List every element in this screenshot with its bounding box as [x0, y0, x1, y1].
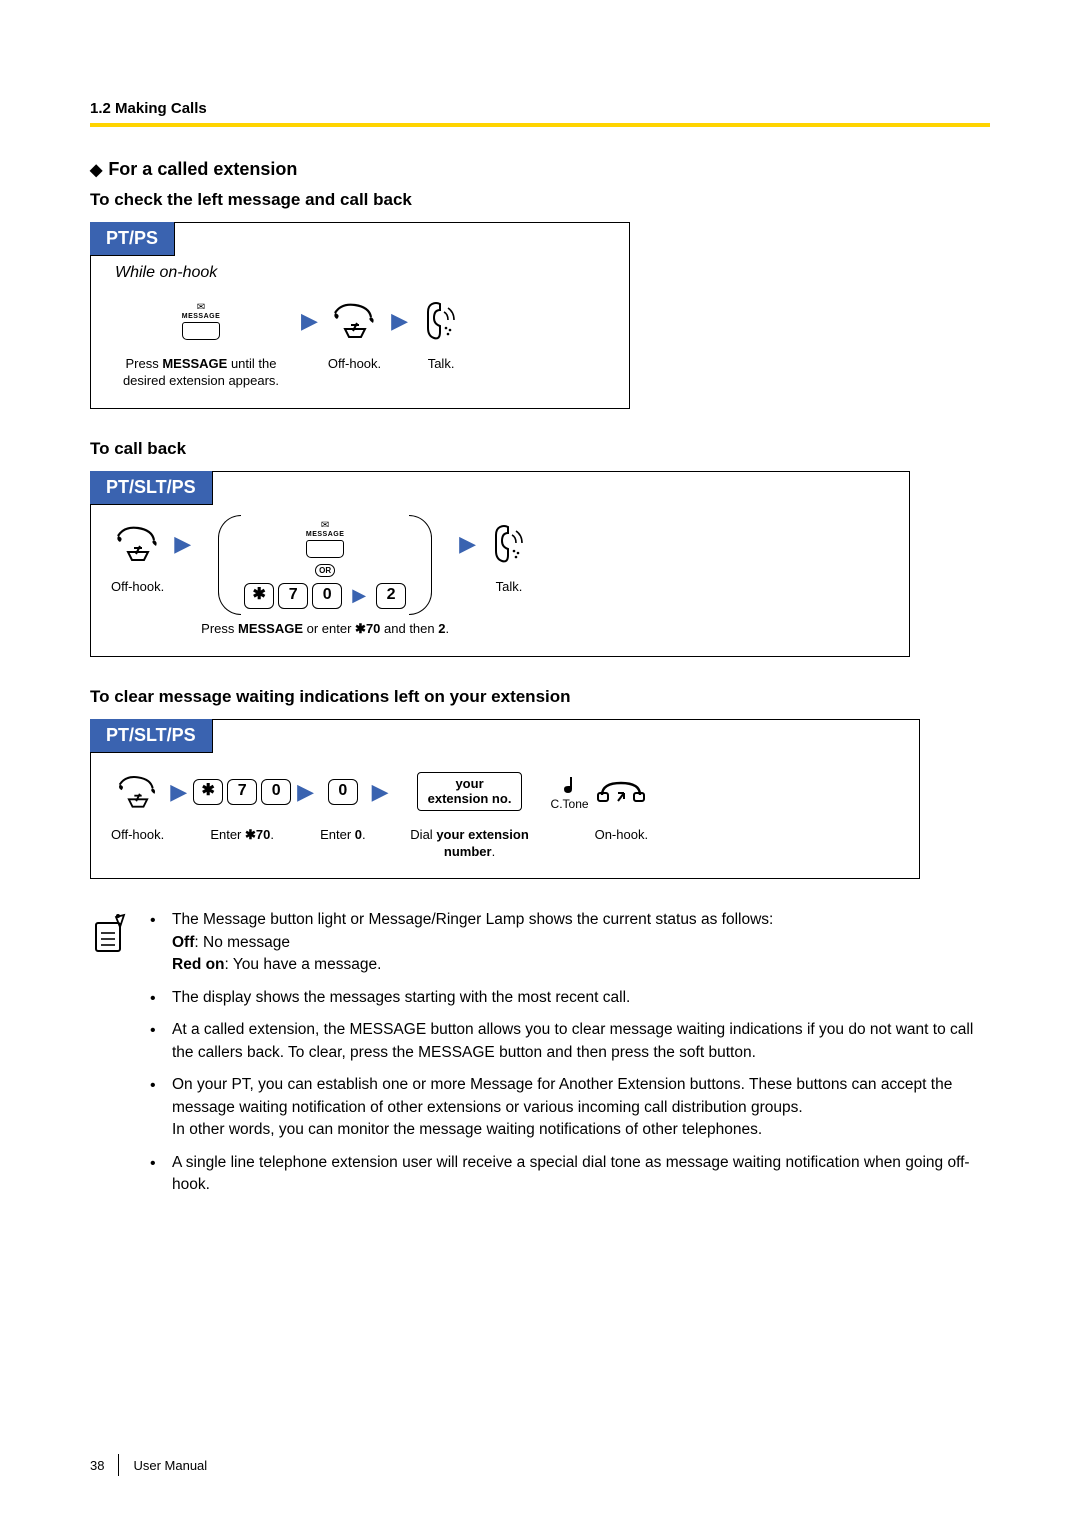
arrow-icon: ▶	[297, 763, 314, 821]
step2-label: Off-hook.	[328, 356, 381, 373]
talk-icon	[486, 521, 532, 567]
note-2: The display shows the messages starting …	[150, 987, 990, 1009]
footer-divider	[118, 1454, 119, 1476]
key-0: 0	[261, 779, 291, 805]
key-star: ✱	[244, 583, 274, 609]
step1-label: Off-hook.	[111, 579, 164, 596]
note-1: The Message button light or Message/Ring…	[150, 909, 990, 976]
key-0: 0	[328, 779, 358, 805]
option-group: ✉ MESSAGE OR ✱ 7 0 ▶ 2	[218, 515, 432, 615]
step1-label: Off-hook.	[111, 827, 164, 844]
key-2: 2	[376, 583, 406, 609]
extension-box: your extension no.	[417, 772, 523, 811]
section-title: ◆ For a called extension	[90, 159, 990, 180]
step2-label: Enter ✱70.	[210, 827, 274, 844]
procedure-1: PT/PS While on-hook ✉ MESSAGE Press MESS…	[90, 222, 630, 409]
key-7: 7	[227, 779, 257, 805]
step3-label: Talk.	[496, 579, 523, 596]
arrow-icon: ▶	[459, 515, 476, 573]
message-button-icon: ✉ MESSAGE	[306, 521, 345, 558]
step3-label: Talk.	[428, 356, 455, 373]
offhook-icon	[116, 773, 160, 811]
ctone-icon: C.Tone	[551, 773, 589, 811]
offhook-icon	[331, 301, 379, 341]
notes-section: The Message button light or Message/Ring…	[90, 909, 990, 1206]
arrow-icon: ▶	[346, 585, 372, 606]
page-number: 38	[90, 1458, 104, 1473]
footer: 38 User Manual	[90, 1454, 207, 1476]
or-label: OR	[315, 564, 335, 577]
key-star: ✱	[193, 779, 223, 805]
subheading-3: To clear message waiting indications lef…	[90, 687, 990, 707]
step4-label: Dial your extension number.	[395, 827, 545, 861]
arrow-icon: ▶	[391, 292, 408, 350]
procedure-3: PT/SLT/PS Off-hook. ▶ ✱ 7 0	[90, 719, 920, 880]
note-5: A single line telephone extension user w…	[150, 1152, 990, 1197]
arrow-icon: ▶	[301, 292, 318, 350]
message-label: MESSAGE	[306, 531, 345, 538]
arrow-icon: ▶	[174, 515, 191, 573]
step1-label: Press MESSAGE until the desired extensio…	[111, 356, 291, 390]
note-4: On your PT, you can establish one or mor…	[150, 1074, 990, 1141]
note-3: At a called extension, the MESSAGE butto…	[150, 1019, 990, 1064]
section-title-text: For a called extension	[108, 159, 297, 179]
tab-pt-ps: PT/PS	[90, 222, 175, 256]
notes-icon	[90, 909, 132, 1206]
breadcrumb: 1.2 Making Calls	[90, 100, 990, 117]
message-button-icon: ✉ MESSAGE	[182, 303, 221, 340]
footer-label: User Manual	[133, 1458, 207, 1473]
talk-icon	[418, 298, 464, 344]
key-7: 7	[278, 583, 308, 609]
key-0: 0	[312, 583, 342, 609]
tab-pt-slt-ps: PT/SLT/PS	[90, 471, 213, 505]
arrow-icon: ▶	[372, 763, 389, 821]
offhook-icon	[114, 524, 162, 564]
step3-label: Enter 0.	[320, 827, 366, 844]
message-label: MESSAGE	[182, 313, 221, 320]
subheading-1: To check the left message and call back	[90, 190, 990, 210]
step5-label: On-hook.	[595, 827, 648, 844]
accent-rule	[90, 123, 990, 127]
onhook-icon	[596, 777, 646, 807]
diamond-icon: ◆	[90, 162, 102, 179]
arrow-icon: ▶	[170, 763, 187, 821]
subheading-2: To call back	[90, 439, 990, 459]
tab-pt-slt-ps: PT/SLT/PS	[90, 719, 213, 753]
on-hook-note: While on-hook	[91, 256, 629, 282]
step2-label: Press MESSAGE or enter ✱70 and then 2.	[201, 621, 449, 638]
procedure-2: PT/SLT/PS Off-hook. ▶ ✉	[90, 471, 910, 657]
